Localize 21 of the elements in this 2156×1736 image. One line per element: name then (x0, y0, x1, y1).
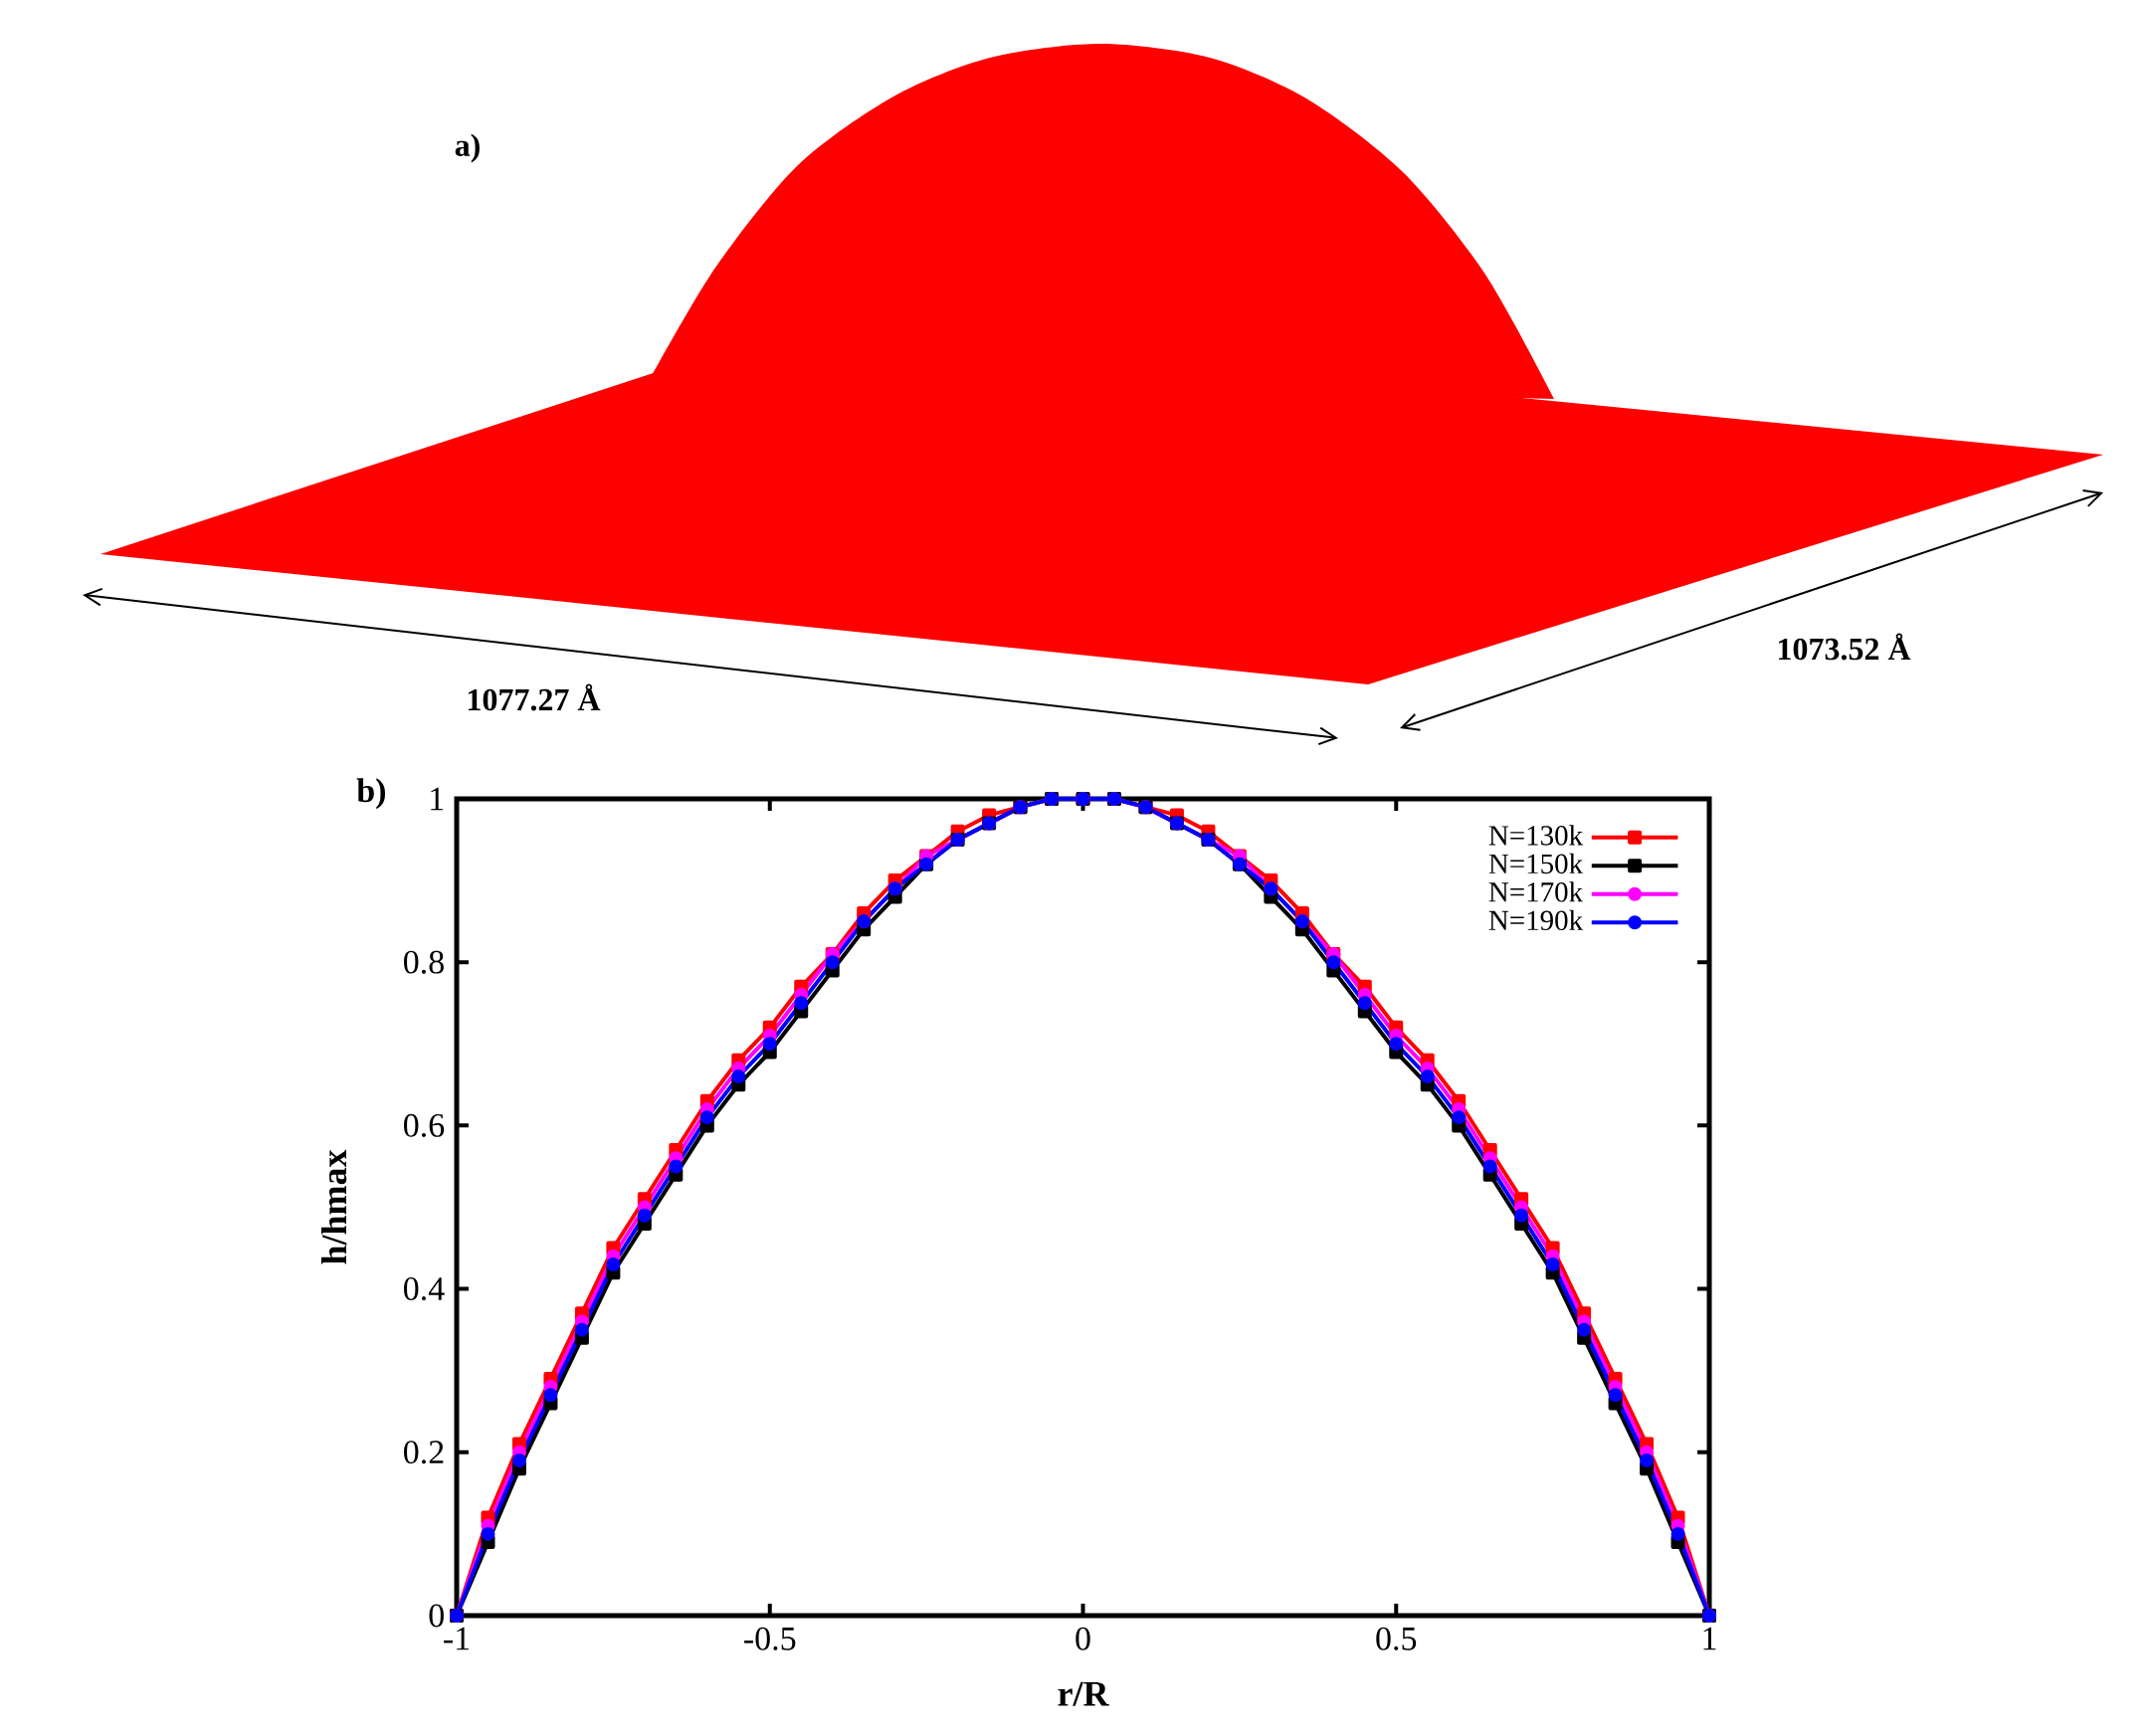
y-tick-label: 0 (429, 1604, 444, 1628)
legend-label: N=130k (1488, 825, 1584, 846)
text: a) (455, 133, 480, 163)
text: 1073.52 Å (1779, 633, 1911, 661)
x-tick-label: -0.5 (744, 1627, 796, 1650)
chart-title: b) (356, 778, 386, 810)
legend-label: N=170k (1488, 881, 1584, 902)
text: 1077.27 Å (469, 683, 601, 711)
y-tick-label: 0.2 (404, 1441, 444, 1464)
legend-label: N=190k (1488, 909, 1584, 931)
y-tick-label: 0.8 (404, 950, 444, 974)
x-tick-label: 1 (1703, 1627, 1716, 1650)
x-tick-label: 0 (1076, 1627, 1090, 1650)
y-tick-label: 0.4 (404, 1277, 445, 1301)
y-tick-label: 1 (431, 787, 444, 811)
x-tick-label: -1 (444, 1627, 470, 1650)
x-tick-label: 0.5 (1376, 1627, 1417, 1650)
x-axis-title: r/R (1058, 1681, 1109, 1706)
y-axis-title: h/hmax (320, 1149, 347, 1264)
y-tick-label: 0.6 (404, 1113, 445, 1137)
legend-label: N=150k (1488, 853, 1584, 874)
